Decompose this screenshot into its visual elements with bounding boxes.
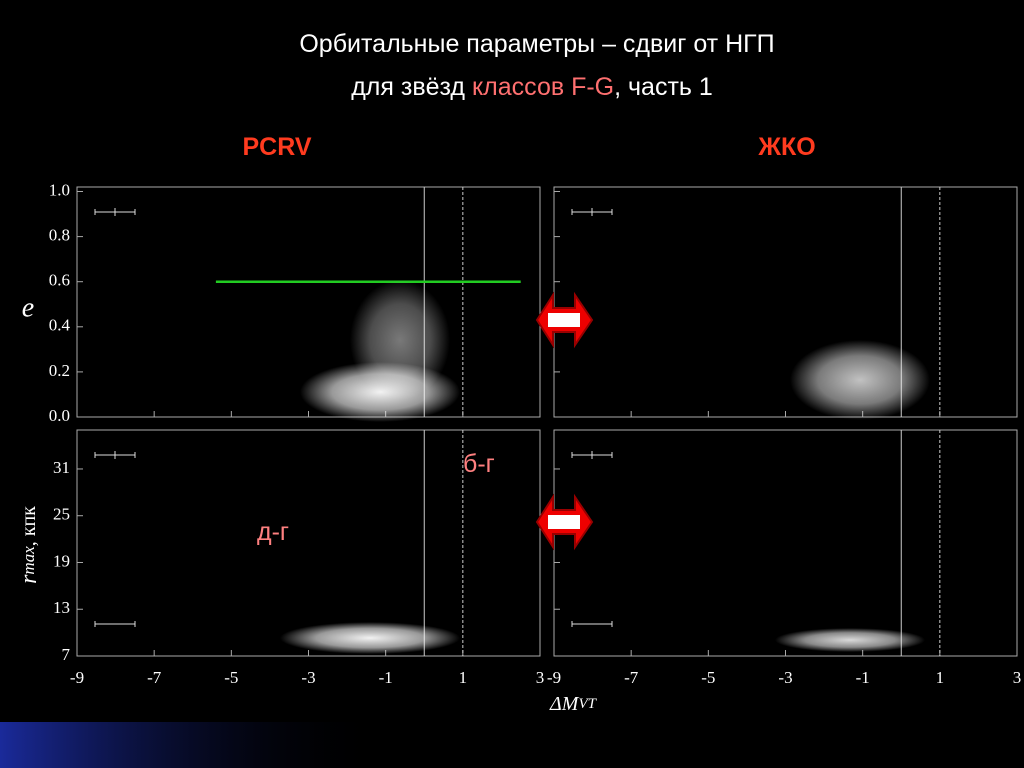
error-bar-icon [571,208,613,216]
title-post: , часть 1 [614,73,713,101]
y-tick-label: 1.0 [49,180,70,199]
x-tick-label: 3 [1013,668,1022,687]
y-tick-label: 0.4 [49,316,71,335]
label-main: r [16,574,42,584]
label-unit: , кпк [18,506,40,546]
title-line1: Орбитальные параметры – сдвиг от НГП [299,30,774,58]
x-tick-label: -9 [547,668,561,687]
decor-band [0,722,380,768]
error-bar-icon [571,451,613,459]
y-tick-label: 31 [53,458,70,477]
cloud [790,340,930,420]
x-tick-label: 1 [936,668,945,687]
label-main: ΔM [549,693,580,715]
x-tick-label: -5 [701,668,715,687]
title-highlight: классов F-G [472,73,614,101]
y-tick-label: 0.2 [49,361,70,380]
label-sub: max [19,546,38,575]
y-tick-label: 13 [53,598,70,617]
plot-frame [553,186,1018,418]
cloud [350,280,450,400]
x-tick-label: -7 [147,668,162,687]
y-axis-label: e [22,292,34,323]
plot-frame [553,429,1018,657]
annotation: д-г [257,518,289,546]
x-tick-label: -9 [70,668,84,687]
y-tick-label: 19 [53,551,70,570]
y-tick-label: 0.8 [49,226,70,245]
y-tick-label: 7 [62,645,71,664]
x-tick-label: 3 [536,668,545,687]
x-tick-label: -3 [301,668,315,687]
x-tick-label: -1 [856,668,870,687]
y-tick-label: 0.0 [49,406,70,425]
y-tick-label: 0.6 [49,271,70,290]
cloud [280,622,460,654]
x-axis-label: ΔMVT [549,693,598,715]
error-bar-icon [94,451,136,459]
point-clouds [280,280,930,654]
error-bar-icon [94,621,136,627]
panel-label: ЖКО [757,133,815,161]
title-line2: для звёзд классов F-G, часть 1 [351,73,713,101]
y-axis-label: rmax, кпк [16,506,42,584]
label-sub: VT [578,696,597,712]
y-tick-label: 25 [53,505,70,524]
x-tick-label: -7 [624,668,639,687]
double-arrow [535,493,594,551]
x-tick-label: -5 [224,668,238,687]
error-bar-icon [571,621,613,627]
annotation: б-г [463,450,495,478]
double-arrow [535,291,594,349]
title-pre: для звёзд [351,73,472,101]
cloud [775,628,925,652]
x-tick-label: 1 [459,668,468,687]
x-tick-label: -1 [379,668,393,687]
x-tick-label: -3 [778,668,792,687]
panel-label: PCRV [242,133,311,161]
error-bar-icon [94,208,136,216]
